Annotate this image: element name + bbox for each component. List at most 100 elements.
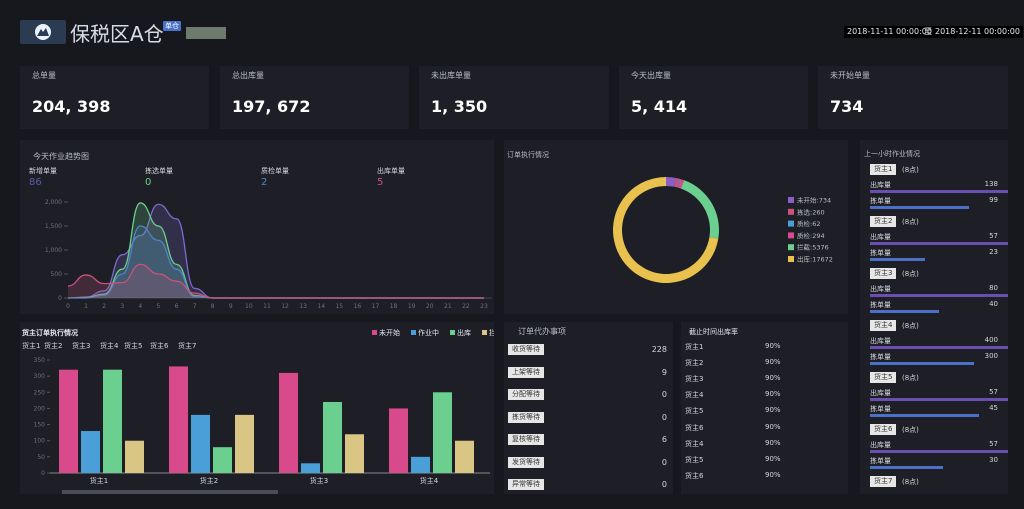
kpi-value: 197, 672 bbox=[232, 97, 311, 116]
todo-panel: 订单代办事项 收货等待 228 上架等待 9 分配等待 0 拣货等待 0 复核等待 6 发货等待 0 异… bbox=[504, 322, 673, 494]
owner-hour-button[interactable]: 货主7 bbox=[870, 476, 897, 487]
owner-hour-button[interactable]: 货主1 bbox=[870, 164, 897, 175]
rate-value: 90% bbox=[765, 390, 781, 399]
bar bbox=[455, 440, 474, 473]
rate-title: 截止时间出库率 bbox=[689, 328, 738, 336]
end-date-field[interactable]: 2018-12-11 00:00:00 bbox=[932, 26, 1023, 38]
todo-title: 订单代办事项 bbox=[518, 327, 566, 336]
legend-label: 拦截 bbox=[489, 328, 494, 337]
rate-value: 90% bbox=[765, 358, 781, 367]
hour-out-bar bbox=[870, 190, 1008, 193]
y-tick-label: 500 bbox=[51, 271, 63, 278]
owner-hour-button[interactable]: 货主5 bbox=[870, 372, 897, 383]
stat-value-pick: 0 bbox=[145, 177, 152, 188]
legend-label: 出库:17672 bbox=[797, 255, 833, 264]
owner-hour-button[interactable]: 货主4 bbox=[870, 320, 897, 331]
todo-item-count: 0 bbox=[661, 390, 667, 399]
warehouse-type-badge: 单仓 bbox=[163, 21, 181, 31]
todo-item-button[interactable]: 上架等待 bbox=[508, 366, 544, 378]
hour-out-value: 138 bbox=[984, 180, 998, 188]
owner-tab[interactable]: 货主2 bbox=[44, 342, 63, 350]
kpi-value: 204, 398 bbox=[32, 97, 111, 116]
x-tick-label: 0 bbox=[66, 303, 70, 310]
start-date-field[interactable]: 2018-11-11 00:00:00 bbox=[844, 26, 935, 38]
legend-swatch bbox=[788, 256, 794, 262]
x-tick-label: 15 bbox=[335, 303, 343, 310]
stat-label-out: 出库单量 bbox=[377, 167, 405, 175]
legend-label: 拣选:260 bbox=[797, 207, 825, 216]
kpi-label: 总单量 bbox=[32, 71, 56, 80]
owner-orders-bar-chart: 0 50 100 150 200 250 300 350 货主1 货主2 货主3 货主4 未开始 作业中 出… bbox=[34, 328, 494, 485]
todo-item-button[interactable]: 发货等待 bbox=[508, 456, 544, 468]
owner-tab[interactable]: 货主5 bbox=[124, 342, 143, 350]
kpi-label: 今天出库量 bbox=[631, 71, 671, 80]
hour-out-value: 57 bbox=[989, 440, 998, 448]
hour-out-bar bbox=[870, 242, 1008, 245]
owner-hour-button[interactable]: 货主6 bbox=[870, 424, 897, 435]
x-tick-label: 21 bbox=[444, 303, 452, 310]
legend-label: 未开始:734 bbox=[797, 196, 831, 205]
kpi-card-pending-outbound: 未出库单量 1, 350 bbox=[419, 66, 609, 129]
hour-pick-value: 99 bbox=[989, 196, 998, 204]
x-tick-label: 23 bbox=[480, 303, 488, 310]
bar bbox=[301, 463, 320, 473]
x-tick-label: 2 bbox=[102, 303, 106, 310]
todo-item-button[interactable]: 异常等待 bbox=[508, 479, 544, 490]
bar bbox=[235, 414, 254, 473]
y-tick-label: 2,000 bbox=[45, 199, 62, 206]
x-tick-label: 12 bbox=[281, 303, 289, 310]
owner-tab[interactable]: 货主7 bbox=[178, 342, 197, 350]
y-tick-label: 350 bbox=[34, 357, 46, 364]
y-tick-label: 0 bbox=[41, 470, 45, 477]
rate-owner: 货主4 bbox=[685, 391, 704, 400]
order-status-donut-chart: 未开始:734 拣选:260 质检:62 质检:294 拦截:5376 出库:17672 bbox=[613, 177, 833, 283]
series-line bbox=[67, 263, 484, 299]
x-tick-label: 6 bbox=[175, 303, 179, 310]
legend-swatch bbox=[482, 330, 487, 335]
rate-value: 90% bbox=[765, 374, 781, 383]
rate-owner: 货主3 bbox=[685, 375, 704, 384]
bar bbox=[169, 366, 188, 473]
legend-label: 未开始 bbox=[379, 328, 400, 337]
hour-pick-label: 拣单量 bbox=[870, 457, 891, 465]
hour-out-bar bbox=[870, 398, 1008, 401]
hour-out-label: 出库量 bbox=[870, 233, 891, 241]
owner-tab[interactable]: 货主6 bbox=[150, 342, 169, 350]
x-category-label: 货主2 bbox=[200, 476, 218, 485]
hour-pick-label: 拣单量 bbox=[870, 301, 891, 309]
hour-pick-bar bbox=[870, 310, 939, 313]
y-tick-label: 1,000 bbox=[45, 247, 62, 254]
y-tick-label: 300 bbox=[34, 373, 46, 380]
x-tick-label: 18 bbox=[390, 303, 398, 310]
owner-tab[interactable]: 货主3 bbox=[72, 342, 91, 350]
todo-item-button[interactable]: 复核等待 bbox=[508, 434, 544, 445]
owner-tab[interactable]: 货主4 bbox=[100, 342, 119, 350]
legend-swatch bbox=[788, 197, 794, 203]
kpi-value: 734 bbox=[830, 97, 864, 116]
donut-slice bbox=[674, 177, 680, 188]
hour-out-value: 400 bbox=[984, 336, 998, 344]
x-tick-label: 5 bbox=[157, 303, 161, 310]
kpi-card-today-outbound: 今天出库量 5, 414 bbox=[619, 66, 808, 129]
x-tick-label: 17 bbox=[372, 303, 380, 310]
hour-pick-label: 拣单量 bbox=[870, 353, 891, 361]
hour-pick-bar bbox=[870, 466, 944, 469]
todo-item-button[interactable]: 分配等待 bbox=[508, 389, 544, 400]
todo-item-button[interactable]: 拣货等待 bbox=[508, 411, 544, 423]
last-hour-panel: 上一小时作业情况 货主1 (8点) 出库量 138 拣单量 99 货主2 (8点) 出库量 57 拣… bbox=[860, 140, 1008, 494]
legend-swatch bbox=[788, 220, 794, 227]
horizontal-scrollbar[interactable] bbox=[62, 490, 278, 494]
owner-hour-button[interactable]: 货主2 bbox=[870, 216, 897, 227]
warehouse-tag[interactable] bbox=[186, 27, 226, 39]
owner-hour-time: (8点) bbox=[902, 218, 919, 226]
todo-item-button[interactable]: 收货等待 bbox=[508, 344, 544, 355]
bar bbox=[345, 434, 364, 473]
x-tick-label: 8 bbox=[211, 303, 215, 310]
legend-swatch bbox=[788, 232, 794, 239]
order-status-title: 订单执行情况 bbox=[507, 151, 549, 159]
owner-hour-button[interactable]: 货主3 bbox=[870, 268, 897, 279]
rate-owner: 货主6 bbox=[685, 423, 704, 432]
legend-label: 拦截:5376 bbox=[797, 243, 829, 252]
owner-tab[interactable]: 货主1 bbox=[22, 342, 41, 350]
